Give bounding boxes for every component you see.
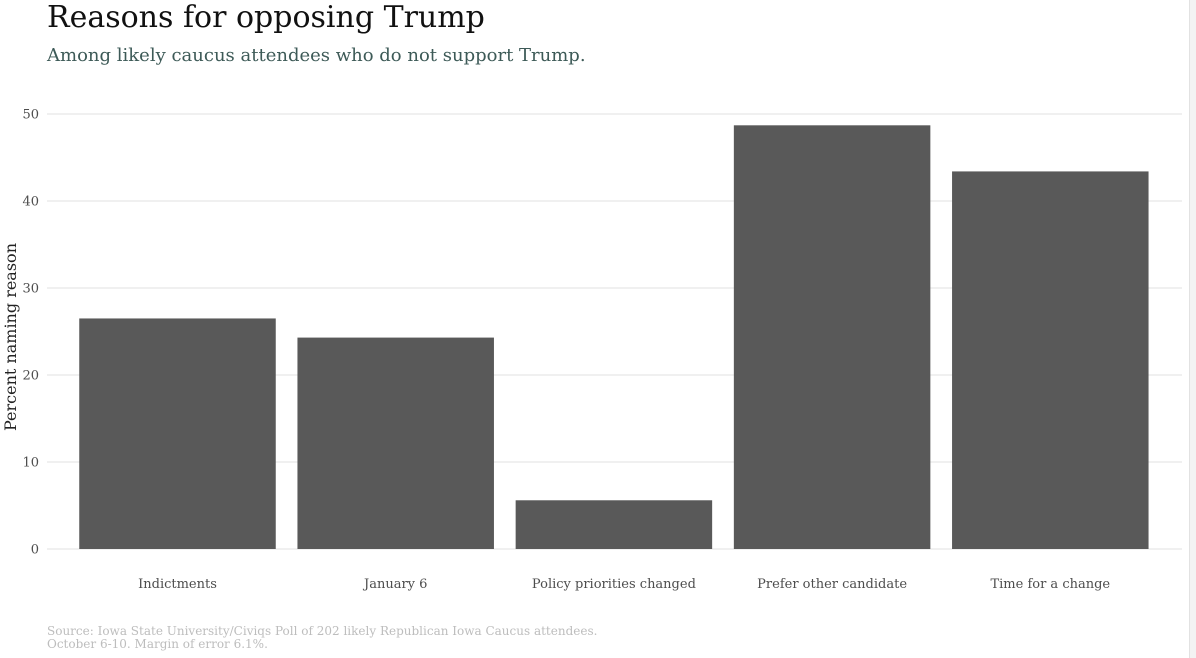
y-tick-label: 20 [22,369,39,384]
bar-prefer-other-candidate [733,125,931,549]
x-tick-label: Indictments [138,577,217,592]
x-tick-label: Policy priorities changed [532,577,696,592]
chart-subtitle: Among likely caucus attendees who do not… [47,45,586,66]
bar-policy-priorities-changed [515,500,713,549]
x-axis-ticks: Indictments January 6 Policy priorities ch… [138,577,1110,592]
y-axis-label: Percent naming reason [1,243,20,431]
bars [79,125,1149,550]
source-line-2: October 6-10. Margin of error 6.1%. [47,637,268,651]
bar-indictments [79,318,276,549]
y-axis-ticks: 0 10 20 30 40 50 [22,108,39,558]
y-tick-label: 10 [22,456,39,471]
source-note: Source: Iowa State University/Civiqs Pol… [47,625,597,651]
x-tick-label: Time for a change [990,577,1110,592]
bar-january-6 [297,337,494,549]
x-tick-label: January 6 [362,577,427,592]
x-tick-label: Prefer other candidate [757,577,907,592]
y-tick-label: 30 [22,282,39,297]
chart-title: Reasons for opposing Trump [47,0,485,35]
window-edge [1189,0,1196,658]
bar-chart: 0 10 20 30 40 50 Indictments January 6 Policy p… [1,108,1182,592]
y-tick-label: 50 [22,108,39,123]
bar-time-for-a-change [952,171,1149,550]
y-tick-label: 40 [22,195,39,210]
y-tick-label: 0 [31,543,39,558]
source-line-1: Source: Iowa State University/Civiqs Pol… [47,624,598,638]
